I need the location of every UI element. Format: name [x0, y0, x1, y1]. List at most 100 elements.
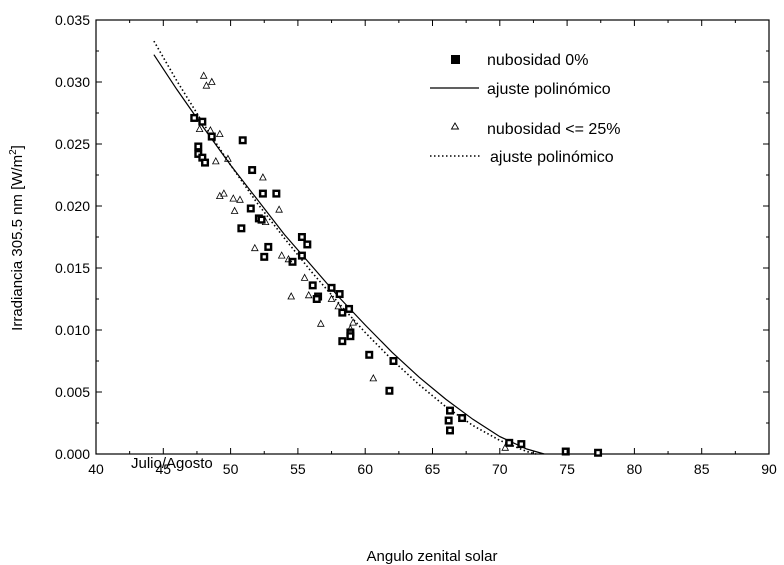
- point-nubosidad-25: [199, 71, 208, 79]
- x-tick-label: 75: [559, 461, 575, 477]
- point-nubosidad-25: [277, 251, 286, 259]
- point-nubosidad-25: [206, 126, 215, 134]
- legend: nubosidad 0% ajuste polinómico nubosidad…: [430, 52, 620, 166]
- y-tick-label: 0.000: [55, 446, 90, 462]
- point-nubosidad-25: [300, 273, 309, 281]
- y-axis-label-main: Irradiancia 305.5 nm [W/m: [9, 155, 26, 331]
- y-tick-label: 0.025: [55, 136, 90, 152]
- point-nubosidad-25: [220, 189, 228, 197]
- point-nubosidad-25: [211, 157, 220, 165]
- point-nubosidad-0-core: [200, 156, 204, 160]
- point-nubosidad-0-core: [460, 416, 464, 420]
- y-tick-label: 0.010: [55, 322, 90, 338]
- point-nubosidad-0-core: [241, 138, 245, 142]
- x-tick-label: 50: [223, 461, 239, 477]
- point-nubosidad-25: [327, 294, 336, 302]
- point-nubosidad-25: [236, 195, 244, 203]
- y-tick-label: 0.030: [55, 74, 90, 90]
- point-nubosidad-0-core: [300, 254, 304, 258]
- y-tick-label: 0.020: [55, 198, 90, 214]
- point-nubosidad-0-core: [519, 442, 523, 446]
- legend-label-ajuste-solid: ajuste polinómico: [487, 81, 611, 98]
- fit-curve-dotted: [153, 40, 537, 455]
- point-nubosidad-0-core: [262, 255, 266, 259]
- point-nubosidad-25: [261, 217, 270, 226]
- legend-label-nubosidad-0: nubosidad 0%: [487, 52, 588, 69]
- point-nubosidad-25: [349, 318, 357, 326]
- point-nubosidad-25: [259, 173, 267, 181]
- point-nubosidad-25: [334, 302, 343, 310]
- y-tick-label: 0.005: [55, 384, 90, 400]
- y-tick-label: 0.035: [55, 12, 90, 28]
- point-nubosidad-0-core: [300, 235, 304, 239]
- data-points: [190, 71, 603, 457]
- y-axis: 0.000 0.005 0.010 0.015 0.020 0.025 0.030 0.035: [55, 12, 769, 462]
- y-axis-label-close: ]: [9, 145, 26, 149]
- x-tick-label: 40: [88, 461, 104, 477]
- point-nubosidad-25: [501, 443, 510, 451]
- legend-marker-square: [451, 55, 460, 64]
- x-tick-label: 70: [492, 461, 508, 477]
- point-nubosidad-25: [284, 254, 293, 263]
- point-nubosidad-25: [202, 81, 211, 89]
- point-nubosidad-25: [207, 77, 216, 85]
- point-nubosidad-0-core: [196, 144, 200, 149]
- point-nubosidad-0-core: [391, 359, 396, 363]
- point-nubosidad-0-core: [340, 311, 344, 315]
- point-nubosidad-0-core: [261, 192, 265, 196]
- point-nubosidad-0-core: [387, 389, 392, 393]
- point-nubosidad-0-core: [340, 339, 344, 343]
- point-nubosidad-25: [224, 154, 232, 162]
- point-nubosidad-25: [287, 292, 296, 300]
- point-nubosidad-0-core: [448, 428, 452, 433]
- point-nubosidad-25: [250, 243, 259, 252]
- point-nubosidad-0-core: [200, 120, 204, 124]
- point-nubosidad-0-core: [249, 206, 253, 211]
- point-nubosidad-25: [275, 205, 283, 213]
- point-nubosidad-0-core: [266, 245, 270, 249]
- plot-frame: [95, 19, 770, 455]
- legend-label-nubosidad-25: nubosidad <= 25%: [487, 121, 620, 138]
- point-nubosidad-25: [195, 124, 204, 133]
- point-nubosidad-25: [229, 194, 238, 202]
- y-axis-label-superscript: 2: [8, 149, 19, 155]
- point-nubosidad-0-core: [259, 218, 264, 222]
- point-nubosidad-0-core: [203, 161, 207, 165]
- x-tick-label: 65: [425, 461, 441, 477]
- point-nubosidad-0-core: [305, 242, 309, 247]
- point-nubosidad-0-core: [447, 418, 451, 423]
- x-tick-label: 80: [627, 461, 643, 477]
- point-nubosidad-0-core: [367, 353, 371, 357]
- point-nubosidad-25: [215, 129, 224, 138]
- point-nubosidad-0-core: [311, 283, 315, 287]
- point-nubosidad-0-core: [596, 451, 600, 455]
- point-nubosidad-25: [316, 319, 325, 327]
- point-nubosidad-25: [369, 374, 378, 382]
- point-nubosidad-0-core: [290, 260, 295, 264]
- x-tick-label: 45: [156, 461, 172, 477]
- point-nubosidad-0-core: [329, 286, 334, 290]
- point-nubosidad-0-core: [239, 226, 243, 230]
- point-nubosidad-0-core: [338, 292, 342, 296]
- point-nubosidad-0-core: [250, 168, 254, 172]
- point-nubosidad-0-core: [192, 116, 196, 120]
- x-tick-label: 55: [290, 461, 306, 477]
- point-nubosidad-25: [304, 290, 313, 299]
- period-annotation: Julio/Agosto: [131, 455, 213, 472]
- x-axis-label: Angulo zenital solar: [367, 548, 498, 565]
- y-axis-label: Irradiancia 305.5 nm [W/m2]: [8, 145, 26, 331]
- point-nubosidad-25: [230, 206, 239, 214]
- point-nubosidad-0-core: [210, 134, 214, 139]
- point-nubosidad-0-core: [348, 334, 352, 338]
- x-tick-label: 85: [694, 461, 710, 477]
- legend-label-ajuste-dotted: ajuste polinómico: [490, 149, 614, 166]
- x-tick-label: 90: [761, 461, 777, 477]
- point-nubosidad-0-core: [347, 307, 351, 311]
- point-nubosidad-25: [346, 324, 355, 332]
- y-tick-label: 0.015: [55, 260, 90, 276]
- legend-marker-triangle: [450, 122, 460, 130]
- point-nubosidad-0-core: [448, 409, 452, 413]
- point-nubosidad-0-core: [315, 297, 319, 301]
- point-nubosidad-0-core: [507, 441, 511, 445]
- x-axis: 40 45 50 55 60 65 70 75 80 85 90: [88, 20, 777, 477]
